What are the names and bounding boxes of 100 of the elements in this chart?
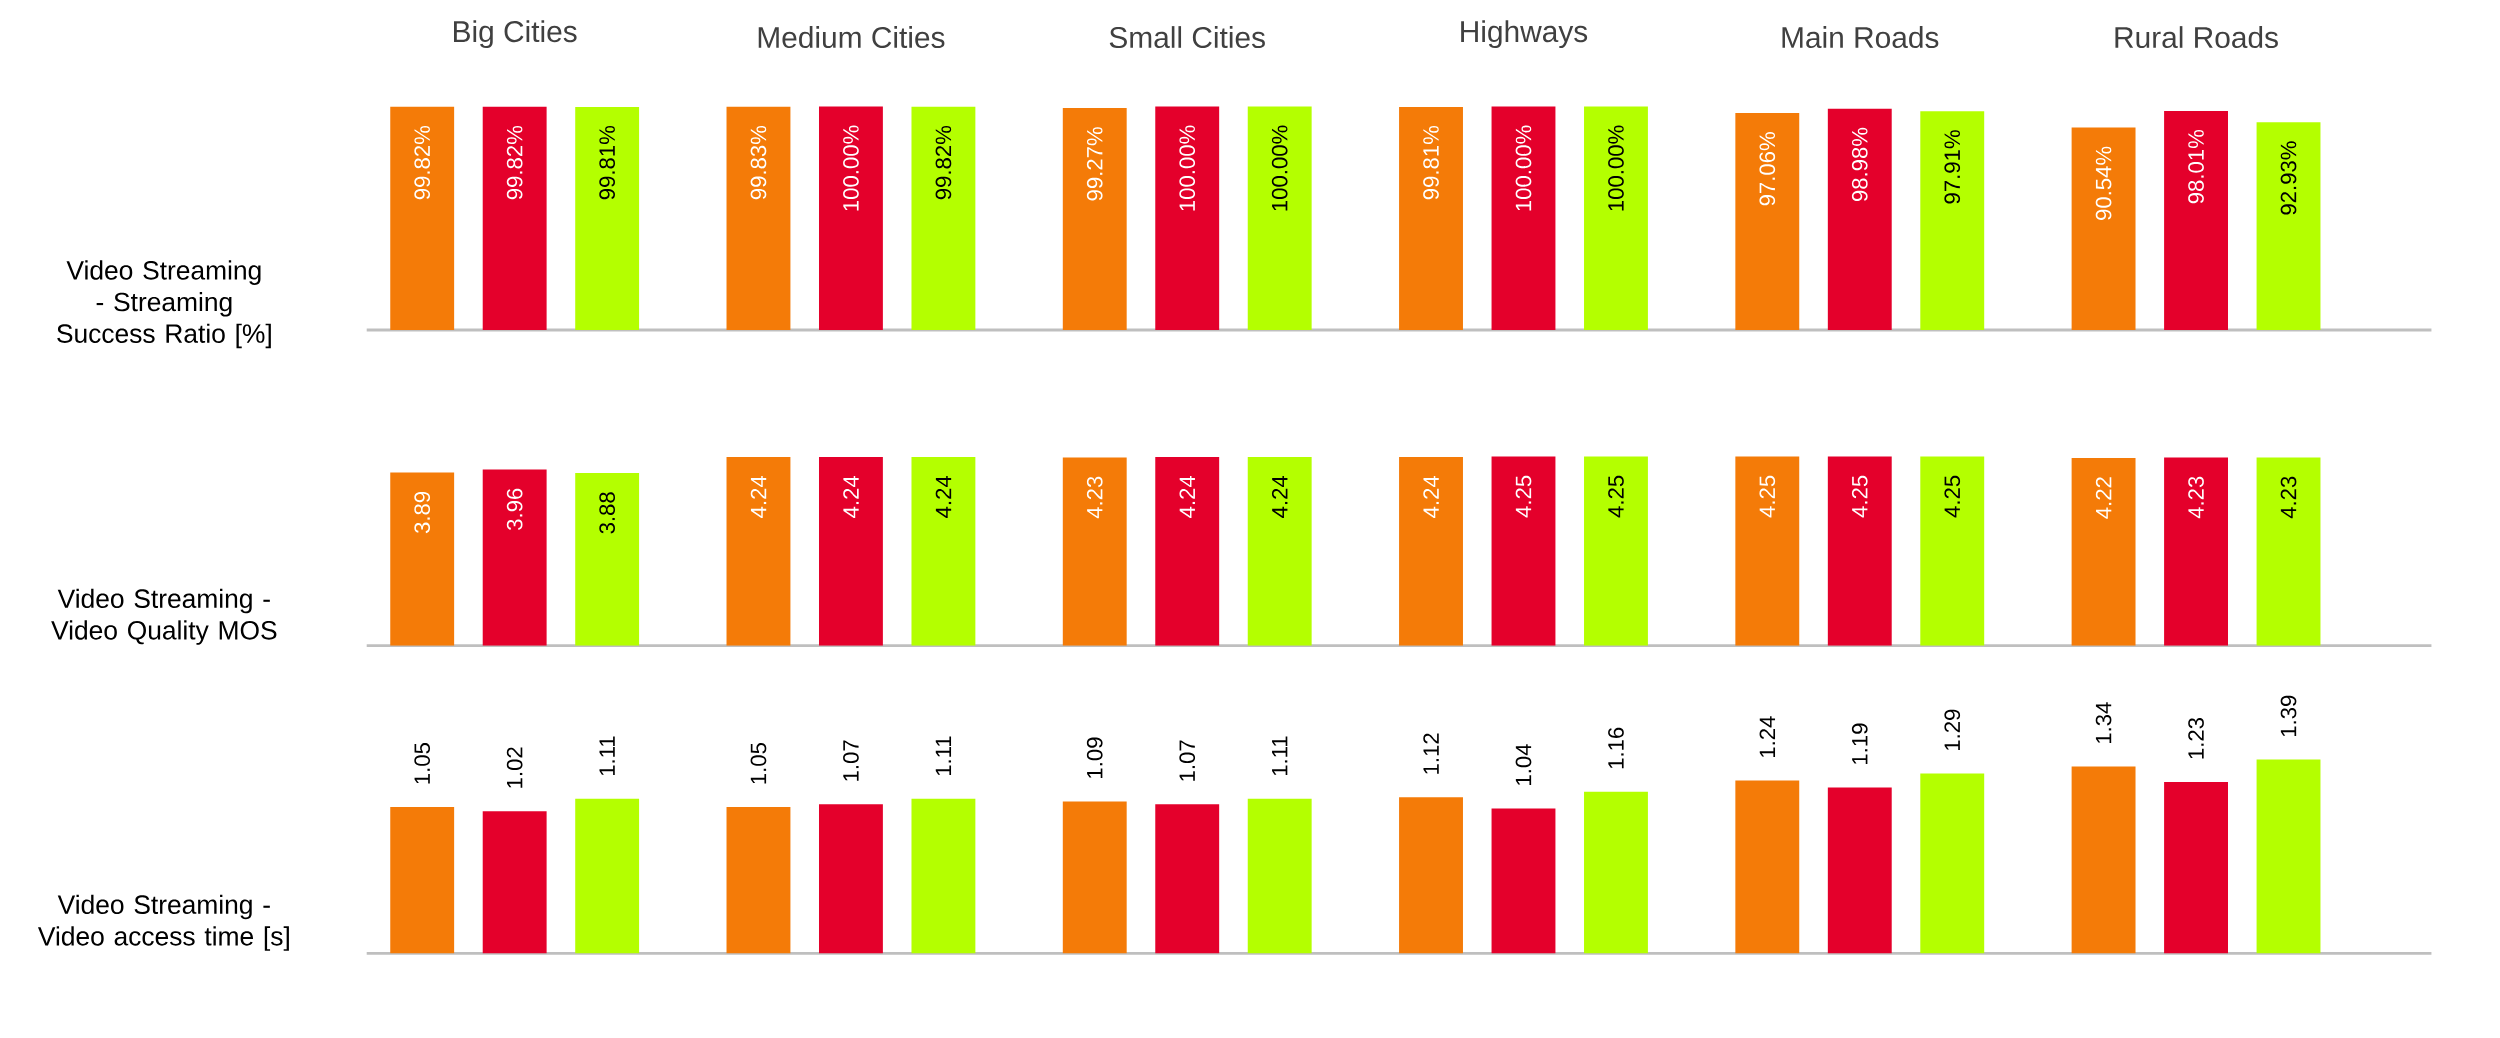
data-label: 3.89 <box>414 491 431 534</box>
data-label: 4.25 <box>1944 475 1961 518</box>
bar <box>1584 106 1648 331</box>
bar <box>819 804 883 954</box>
data-label: 99.81% <box>599 126 615 200</box>
bar <box>1920 456 1985 646</box>
data-label: 98.98% <box>1851 127 1868 202</box>
bar <box>1827 787 1892 954</box>
bar <box>726 457 791 646</box>
data-label: 1.34 <box>2095 702 2112 744</box>
data-label: 1.12 <box>1423 733 1439 774</box>
data-label: 1.16 <box>1608 727 1624 769</box>
bar <box>1399 797 1463 954</box>
bar <box>911 798 976 954</box>
data-label: 98.01% <box>2188 130 2204 204</box>
data-label: 1.19 <box>1851 723 1868 765</box>
y-axis-title: Video Streaming - Video Quality MOS <box>51 588 277 645</box>
bar <box>1247 106 1312 331</box>
x-tick-label: Medium Cities <box>758 26 945 49</box>
data-label: 99.82% <box>414 125 431 200</box>
bar <box>1062 457 1127 646</box>
data-label: 1.11 <box>599 736 615 776</box>
bar <box>1584 456 1648 646</box>
bar <box>819 106 883 331</box>
bar <box>2164 457 2228 646</box>
data-label: 1.07 <box>1179 740 1196 781</box>
data-label: 4.23 <box>2280 476 2297 519</box>
x-tick-label: Big Cities <box>454 20 577 49</box>
bar <box>1247 798 1312 954</box>
bar <box>2071 457 2136 646</box>
data-label: 99.82% <box>506 125 523 200</box>
data-label: 4.24 <box>843 475 859 518</box>
bar <box>726 807 791 954</box>
bar <box>1399 457 1463 646</box>
data-label: 1.05 <box>414 743 431 784</box>
data-label: 3.96 <box>506 488 523 531</box>
bar <box>1735 780 1800 954</box>
data-label: 1.24 <box>1759 716 1776 758</box>
bar <box>911 106 976 331</box>
bar <box>2071 766 2136 954</box>
bar <box>575 798 640 954</box>
data-label: 100.00% <box>1179 125 1196 211</box>
data-label: 99.81% <box>1423 126 1439 200</box>
data-label: 4.25 <box>1515 475 1532 518</box>
data-label: 90.54% <box>2095 146 2112 220</box>
data-label: 4.25 <box>1608 475 1624 518</box>
data-label: 100.00% <box>1515 125 1532 211</box>
bar <box>1584 791 1648 954</box>
data-label: 92.93% <box>2280 141 2297 215</box>
bar <box>1062 108 1127 331</box>
bar <box>1155 804 1220 954</box>
bar <box>2164 110 2228 331</box>
data-label: 99.82% <box>935 125 952 200</box>
bar <box>1491 456 1556 646</box>
bar <box>1491 808 1556 954</box>
data-label: 97.91% <box>1944 130 1961 204</box>
bar <box>390 807 455 954</box>
bar <box>1062 801 1127 954</box>
data-label: 1.05 <box>750 743 767 784</box>
data-label: 1.11 <box>1272 736 1288 776</box>
bar <box>1735 456 1800 646</box>
x-tick-label: Main Roads <box>1782 26 1939 49</box>
y-axis-title: Video Streaming - Video access time [s] <box>37 894 289 951</box>
data-label: 99.27% <box>1086 127 1103 201</box>
bar <box>1491 106 1556 331</box>
y-axis-title: Video Streaming - Streaming Success Ratio [%] <box>57 260 271 349</box>
data-label: 1.07 <box>843 740 859 781</box>
bar <box>2164 781 2228 954</box>
data-label: 100.00% <box>1271 125 1288 211</box>
data-label: 3.88 <box>599 492 615 534</box>
x-tick-label: Rural Roads <box>2115 26 2278 49</box>
bar <box>482 811 547 954</box>
bar <box>575 106 640 331</box>
data-label: 4.25 <box>1759 475 1776 518</box>
bar <box>2256 122 2321 331</box>
bar <box>1735 113 1800 331</box>
data-label: 1.39 <box>2280 695 2297 737</box>
bar <box>2256 759 2321 954</box>
bar <box>1920 773 1985 954</box>
data-label: 100.00% <box>843 125 859 211</box>
data-label: 1.29 <box>1944 709 1961 751</box>
bar <box>1920 111 1985 331</box>
data-label: 4.24 <box>750 475 767 518</box>
data-label: 1.23 <box>2188 718 2204 759</box>
data-label: 4.24 <box>1423 475 1439 518</box>
data-label: 1.02 <box>506 747 523 788</box>
bar <box>390 472 455 646</box>
bar <box>1247 457 1312 646</box>
bar <box>482 469 547 646</box>
data-label: 1.09 <box>1086 737 1103 778</box>
bar <box>575 473 640 646</box>
bar <box>726 106 791 331</box>
data-label: 4.24 <box>1271 475 1288 518</box>
bar <box>1155 106 1220 331</box>
data-label: 4.24 <box>1179 475 1195 518</box>
data-label: 97.06% <box>1759 132 1776 206</box>
bar <box>1399 106 1463 331</box>
bar <box>2071 127 2136 331</box>
data-label: 99.83% <box>750 125 767 200</box>
data-label: 1.11 <box>935 736 952 776</box>
